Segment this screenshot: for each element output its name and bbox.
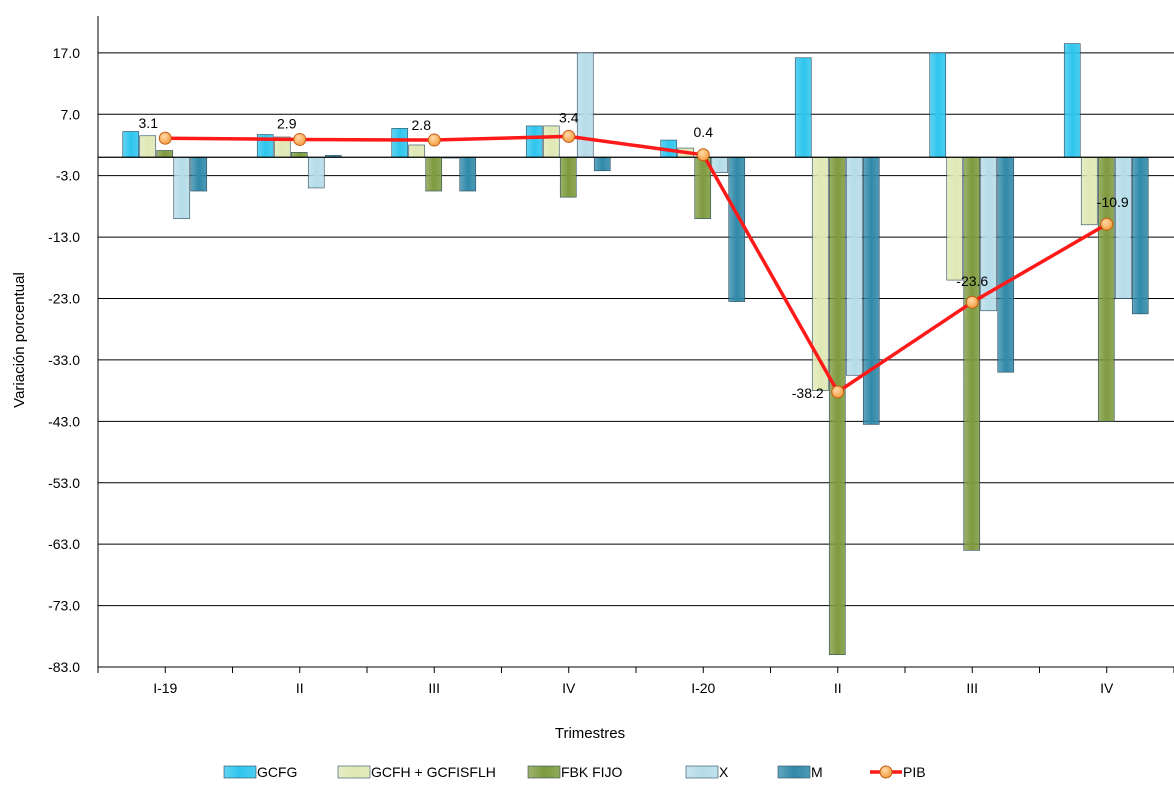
bar-m xyxy=(593,156,611,172)
x-tick-label: II xyxy=(834,680,842,696)
bar-x xyxy=(1114,156,1132,299)
bar-m xyxy=(190,156,208,192)
y-tick-label: -73.0 xyxy=(48,598,80,614)
x-tick-label: II xyxy=(296,680,304,696)
bar-gcfh-gcfisflh xyxy=(1080,156,1098,226)
bar-gcfg xyxy=(929,52,947,158)
y-tick-label: -3.0 xyxy=(56,168,80,184)
y-tick-label: 7.0 xyxy=(61,106,81,122)
bar-fbk-fijo xyxy=(559,156,577,198)
y-tick-label: -43.0 xyxy=(48,413,80,429)
bar-fbk-fijo xyxy=(290,152,308,158)
bar-m xyxy=(728,156,746,302)
pib-line xyxy=(158,129,1114,399)
bar-gcfg xyxy=(794,57,812,158)
legend: GCFG GCFH + GCFISFLH FBK FIJO X M PIB xyxy=(223,764,926,780)
legend-swatch xyxy=(223,765,257,779)
legend-marker xyxy=(879,765,893,779)
data-label: 0.4 xyxy=(694,124,714,140)
x-tick-label: IV xyxy=(1100,680,1114,696)
bar-fbk-fijo xyxy=(156,150,174,158)
bar-gcfh-gcfisflh xyxy=(946,156,964,281)
legend-label: X xyxy=(719,764,729,780)
legend-label: FBK FIJO xyxy=(561,764,623,780)
y-tick-label: -33.0 xyxy=(48,352,80,368)
y-tick-label: -23.0 xyxy=(48,291,80,307)
bar-fbk-fijo xyxy=(425,156,443,192)
x-axis-ticks: I-19 II III IV I-20 II III IV xyxy=(97,667,1174,696)
x-tick-label: IV xyxy=(562,680,576,696)
bar-x xyxy=(173,156,191,219)
data-label: -23.6 xyxy=(956,273,988,289)
x-tick-label: III xyxy=(966,680,978,696)
bar-gcfh-gcfisflh xyxy=(139,135,157,158)
pib-point xyxy=(293,132,307,146)
pib-point xyxy=(965,295,979,309)
bar-x xyxy=(576,52,594,158)
x-tick-label: I-19 xyxy=(153,680,177,696)
legend-swatch xyxy=(685,765,719,779)
legend-swatch xyxy=(527,765,561,779)
bar-m xyxy=(997,156,1015,373)
pib-point xyxy=(427,133,441,147)
data-labels: 3.1 2.9 2.8 3.4 0.4 -38.2 -23.6 -10.9 xyxy=(139,109,1129,400)
y-axis-title: Variación porcentual xyxy=(11,272,28,408)
bar-gcfh-gcfisflh xyxy=(408,144,426,158)
bar-gcfh-gcfisflh xyxy=(811,156,829,391)
bar-gcfg xyxy=(122,131,140,158)
bar-fbk-fijo xyxy=(963,156,981,551)
bar-gcfg xyxy=(1063,43,1081,158)
y-tick-label: -13.0 xyxy=(48,229,80,245)
bar-gcfg xyxy=(525,125,543,158)
x-tick-label: I-20 xyxy=(691,680,715,696)
pib-point xyxy=(1100,217,1114,231)
legend-swatch xyxy=(777,765,811,779)
bar-m xyxy=(1131,156,1149,315)
legend-swatch xyxy=(337,765,371,779)
y-axis-ticks: 17.0 7.0 -3.0 -13.0 -23.0 -33.0 -43.0 -53.0 -63.… xyxy=(48,45,80,675)
pib-point xyxy=(696,148,710,162)
y-tick-label: 17.0 xyxy=(53,45,80,61)
bar-x xyxy=(307,156,325,189)
data-label: -38.2 xyxy=(792,385,824,401)
data-label: 2.9 xyxy=(277,115,297,131)
y-tick-label: -83.0 xyxy=(48,659,80,675)
y-tick-label: -63.0 xyxy=(48,536,80,552)
bar-m xyxy=(459,156,477,192)
bar-x xyxy=(711,156,729,173)
y-tick-label: -53.0 xyxy=(48,475,80,491)
bar-x xyxy=(845,156,863,376)
pib-series-line xyxy=(165,134,1108,394)
data-label: 2.8 xyxy=(412,117,432,133)
legend-label: GCFH + GCFISFLH xyxy=(371,764,496,780)
pib-point xyxy=(158,131,172,145)
x-axis-title: Trimestres xyxy=(555,725,625,742)
pib-point xyxy=(562,129,576,143)
x-tick-label: III xyxy=(428,680,440,696)
bar-m xyxy=(862,156,880,425)
pib-point xyxy=(831,385,845,399)
legend-label: PIB xyxy=(903,764,926,780)
data-label: 3.4 xyxy=(559,109,579,125)
bar-gcfg xyxy=(391,128,409,158)
legend-label: GCFG xyxy=(257,764,297,780)
bar-gcfh-gcfisflh xyxy=(542,125,560,158)
bars xyxy=(122,43,1149,656)
gridlines xyxy=(97,16,1174,668)
legend-label: M xyxy=(811,764,823,780)
data-label: -10.9 xyxy=(1097,194,1129,210)
bar-fbk-fijo xyxy=(828,156,846,656)
data-label: 3.1 xyxy=(139,115,159,131)
